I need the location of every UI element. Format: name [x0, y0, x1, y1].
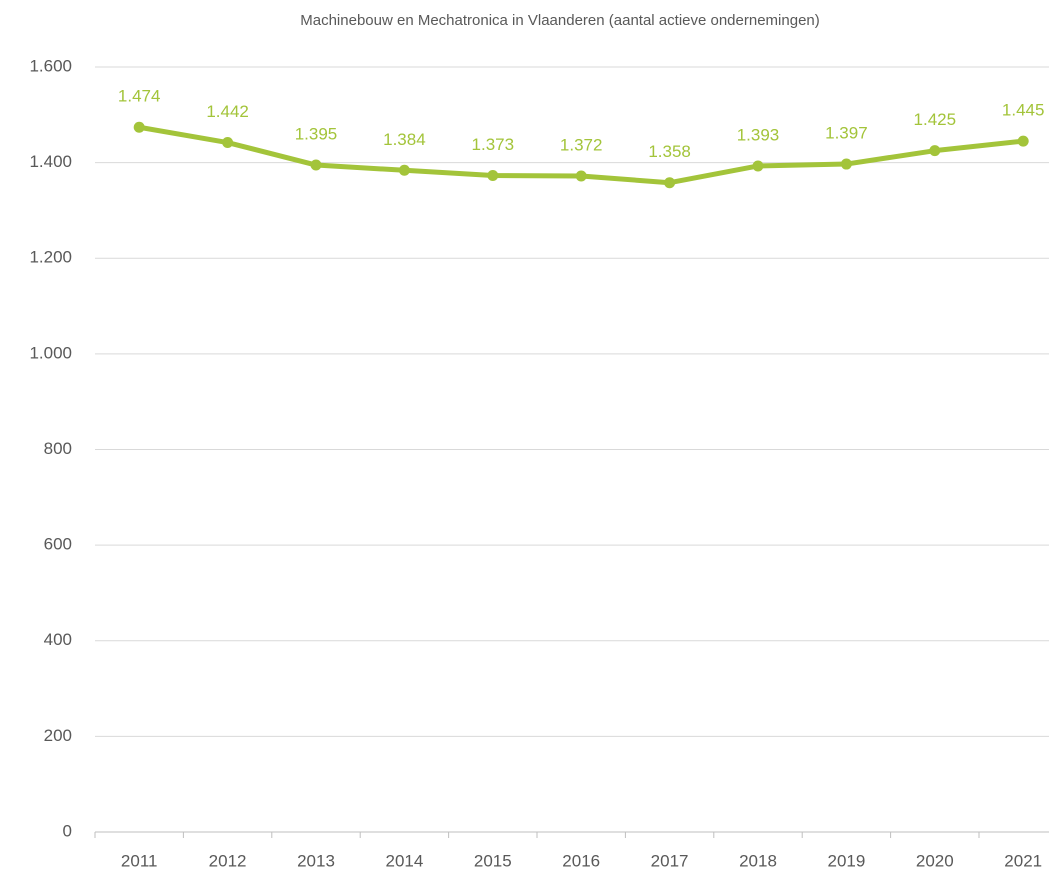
data-label: 1.373 — [472, 135, 515, 154]
marker — [1017, 135, 1029, 147]
marker — [487, 170, 499, 182]
x-tick-label: 2014 — [385, 851, 423, 870]
x-tick-label: 2017 — [651, 851, 689, 870]
data-label: 1.358 — [648, 142, 691, 161]
chart-title: Machinebouw en Mechatronica in Vlaandere… — [300, 12, 820, 29]
x-tick-label: 2016 — [562, 851, 600, 870]
marker — [398, 164, 410, 176]
y-tick-label: 1.600 — [29, 56, 72, 75]
x-tick-label: 2018 — [739, 851, 777, 870]
y-tick-label: 1.200 — [29, 248, 72, 267]
marker — [664, 177, 676, 189]
data-label: 1.474 — [118, 87, 161, 106]
data-label: 1.442 — [206, 102, 249, 121]
marker — [310, 159, 322, 171]
data-label: 1.397 — [825, 124, 868, 143]
x-tick-label: 2013 — [297, 851, 335, 870]
marker — [222, 137, 234, 149]
y-tick-label: 0 — [63, 821, 72, 840]
data-label: 1.384 — [383, 130, 426, 149]
x-tick-label: 2015 — [474, 851, 512, 870]
y-tick-label: 800 — [44, 439, 72, 458]
x-tick-label: 2012 — [209, 851, 247, 870]
marker — [840, 158, 852, 170]
x-tick-label: 2019 — [827, 851, 865, 870]
y-tick-label: 200 — [44, 726, 72, 745]
marker — [929, 145, 941, 157]
data-label: 1.393 — [737, 125, 780, 144]
x-tick-label: 2020 — [916, 851, 954, 870]
marker — [133, 121, 145, 133]
data-label: 1.445 — [1002, 101, 1045, 120]
y-tick-label: 600 — [44, 535, 72, 554]
data-label: 1.425 — [914, 110, 957, 129]
marker — [752, 160, 764, 172]
data-label: 1.395 — [295, 125, 338, 144]
y-tick-label: 1.000 — [29, 343, 72, 362]
marker — [575, 170, 587, 182]
x-tick-label: 2021 — [1004, 851, 1042, 870]
y-tick-label: 1.400 — [29, 152, 72, 171]
y-tick-label: 400 — [44, 630, 72, 649]
x-tick-label: 2011 — [121, 851, 158, 870]
data-label: 1.372 — [560, 135, 603, 154]
